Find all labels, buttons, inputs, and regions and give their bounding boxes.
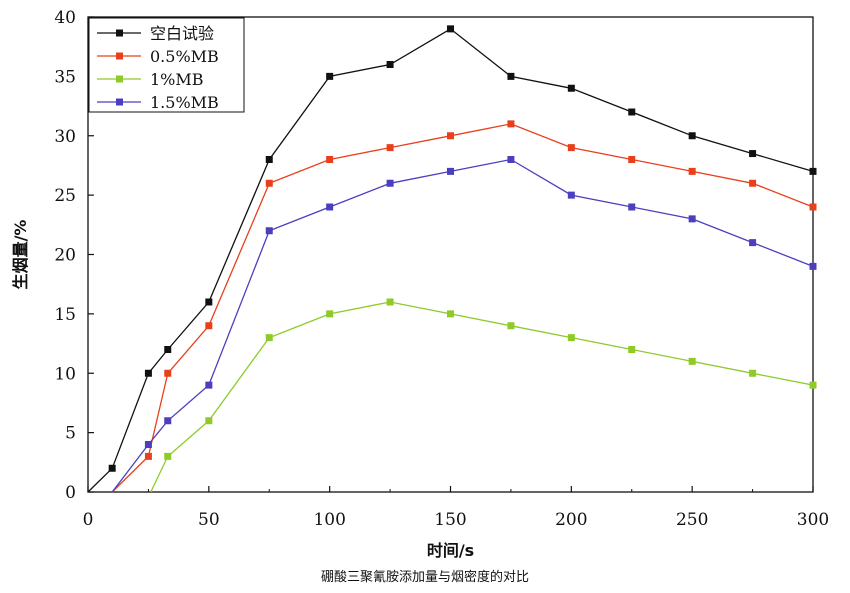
- data-point: [567, 144, 575, 152]
- data-point: [205, 381, 213, 389]
- data-point: [447, 167, 454, 175]
- legend-label: 1%MB: [150, 70, 204, 89]
- data-point: [567, 334, 575, 342]
- legend-label: 0.5%MB: [150, 47, 219, 66]
- x-tick-label: 100: [313, 510, 345, 530]
- y-tick-label: 25: [54, 186, 76, 206]
- legend-label: 1.5%MB: [150, 93, 219, 112]
- chart-axes: 0 50 100 150 200 250 300 0 5 10 15 20 25 30 35 40: [54, 8, 829, 530]
- series-3: [111, 156, 817, 493]
- x-tick-label: 250: [676, 510, 708, 530]
- data-point: [265, 227, 273, 235]
- legend-entry: 0.5%MB: [97, 47, 219, 66]
- y-tick-label: 0: [65, 483, 76, 503]
- data-point: [108, 464, 116, 472]
- data-point: [567, 84, 575, 92]
- x-axis-label: 时间/s: [427, 541, 474, 560]
- legend-marker: [116, 75, 123, 83]
- data-point: [265, 334, 273, 342]
- data-point: [809, 262, 817, 270]
- y-tick-label: 20: [54, 246, 76, 266]
- x-tick-label: 0: [83, 510, 94, 530]
- y-tick-label: 30: [54, 127, 76, 147]
- series-2: [150, 298, 817, 493]
- data-point: [688, 215, 696, 223]
- legend-marker: [116, 52, 123, 60]
- data-point: [205, 298, 213, 306]
- y-tick-label: 40: [54, 8, 76, 28]
- legend-box: [88, 17, 245, 113]
- x-tick-label: 200: [555, 510, 587, 530]
- data-point: [628, 108, 636, 116]
- data-point: [809, 381, 817, 389]
- data-point: [326, 203, 334, 211]
- data-point: [205, 417, 213, 425]
- legend-marker: [116, 98, 123, 106]
- data-point: [688, 132, 696, 140]
- legend-entry: 空白试验: [97, 24, 214, 43]
- data-point: [628, 156, 636, 163]
- data-point: [809, 167, 817, 175]
- data-point: [326, 310, 334, 318]
- data-point: [809, 203, 817, 211]
- data-point: [164, 369, 172, 377]
- data-point: [507, 120, 515, 128]
- data-point: [749, 369, 757, 377]
- data-point: [144, 369, 152, 377]
- series-line: [111, 158, 814, 493]
- figure-caption: 硼酸三聚氰胺添加量与烟密度的对比: [320, 570, 529, 585]
- data-point: [386, 179, 394, 187]
- data-point: [326, 156, 334, 163]
- chart-series: [87, 25, 817, 493]
- data-point: [749, 239, 757, 247]
- data-point: [326, 72, 334, 80]
- data-point: [628, 203, 636, 211]
- legend-label: 空白试验: [150, 24, 214, 43]
- data-point: [447, 310, 454, 318]
- data-point: [164, 417, 172, 425]
- data-point: [164, 346, 172, 353]
- chart-legend: 空白试验 0.5%MB 1%MB 1.5%MB: [88, 17, 245, 113]
- series-1: [111, 120, 817, 493]
- series-line: [111, 123, 814, 493]
- data-point: [628, 346, 636, 353]
- y-tick-label: 10: [54, 364, 76, 384]
- series-line: [150, 301, 814, 493]
- data-point: [386, 298, 394, 306]
- data-point: [447, 132, 454, 140]
- legend-marker: [116, 29, 123, 37]
- data-point: [144, 452, 152, 460]
- x-tick-label: 150: [434, 510, 466, 530]
- x-tick-label: 300: [797, 510, 829, 530]
- data-point: [386, 61, 394, 68]
- series-0: [87, 25, 817, 493]
- data-point: [205, 322, 213, 330]
- data-point: [749, 150, 757, 158]
- data-point: [265, 179, 273, 187]
- data-point: [386, 144, 394, 152]
- data-point: [507, 156, 515, 163]
- data-point: [688, 357, 696, 365]
- y-axis-label: 生烟量/%: [11, 220, 30, 290]
- data-point: [265, 156, 273, 163]
- data-point: [164, 452, 172, 460]
- data-point: [507, 72, 515, 80]
- data-point: [688, 167, 696, 175]
- x-tick-label: 50: [198, 510, 220, 530]
- y-tick-label: 15: [54, 305, 76, 325]
- data-point: [144, 441, 152, 448]
- legend-entry: 1.5%MB: [97, 93, 219, 112]
- y-tick-label: 5: [65, 424, 76, 444]
- y-tick-label: 35: [54, 67, 76, 87]
- data-point: [567, 191, 575, 199]
- data-point: [447, 25, 454, 33]
- data-point: [507, 322, 515, 330]
- legend-entry: 1%MB: [97, 70, 204, 89]
- data-point: [749, 179, 757, 187]
